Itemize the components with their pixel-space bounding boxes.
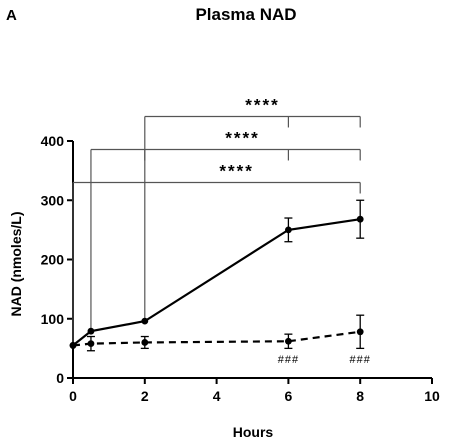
y-tick-label: 400 — [41, 133, 65, 149]
x-tick-label: 2 — [141, 388, 149, 404]
y-axis-label: NAD (nmoles/L) — [8, 212, 24, 317]
significance-label: **** — [245, 95, 279, 114]
series-dashed — [69, 314, 365, 352]
point-annotations: ### ### — [278, 354, 371, 366]
x-tick-label: 6 — [285, 388, 293, 404]
series-solid — [69, 199, 365, 349]
data-point — [141, 317, 149, 325]
x-tick-label: 8 — [356, 388, 364, 404]
hash-annotation: ### — [278, 354, 299, 366]
significance-bracket: **** — [72, 161, 361, 346]
y-tick-label: 100 — [41, 311, 65, 327]
hash-annotation: ### — [350, 354, 371, 366]
axes: 0 100 200 300 400 0 2 4 6 8 10 — [41, 133, 440, 404]
data-point — [87, 327, 95, 335]
significance-brackets: **** **** **** — [72, 95, 361, 346]
x-tick-label: 4 — [213, 388, 221, 404]
y-tick-label: 300 — [41, 192, 65, 208]
data-point — [356, 215, 364, 223]
data-point — [356, 328, 364, 336]
significance-bracket: **** — [90, 128, 361, 332]
x-axis-label: Hours — [233, 424, 274, 440]
data-point — [87, 340, 95, 348]
series-line — [72, 330, 361, 347]
x-tick-label: 0 — [69, 388, 77, 404]
significance-label: **** — [225, 128, 259, 147]
y-tick-label: 200 — [41, 252, 65, 268]
y-tick-label: 0 — [56, 370, 64, 386]
chart-title: Plasma NAD — [195, 5, 296, 24]
series-layer — [69, 199, 365, 352]
data-point — [69, 342, 77, 349]
significance-label: **** — [219, 161, 253, 180]
data-point — [285, 226, 292, 234]
x-tick-label: 10 — [424, 388, 440, 404]
data-point — [141, 339, 149, 346]
series-line — [72, 218, 361, 347]
data-point — [285, 337, 292, 345]
panel-label: A — [6, 7, 17, 24]
